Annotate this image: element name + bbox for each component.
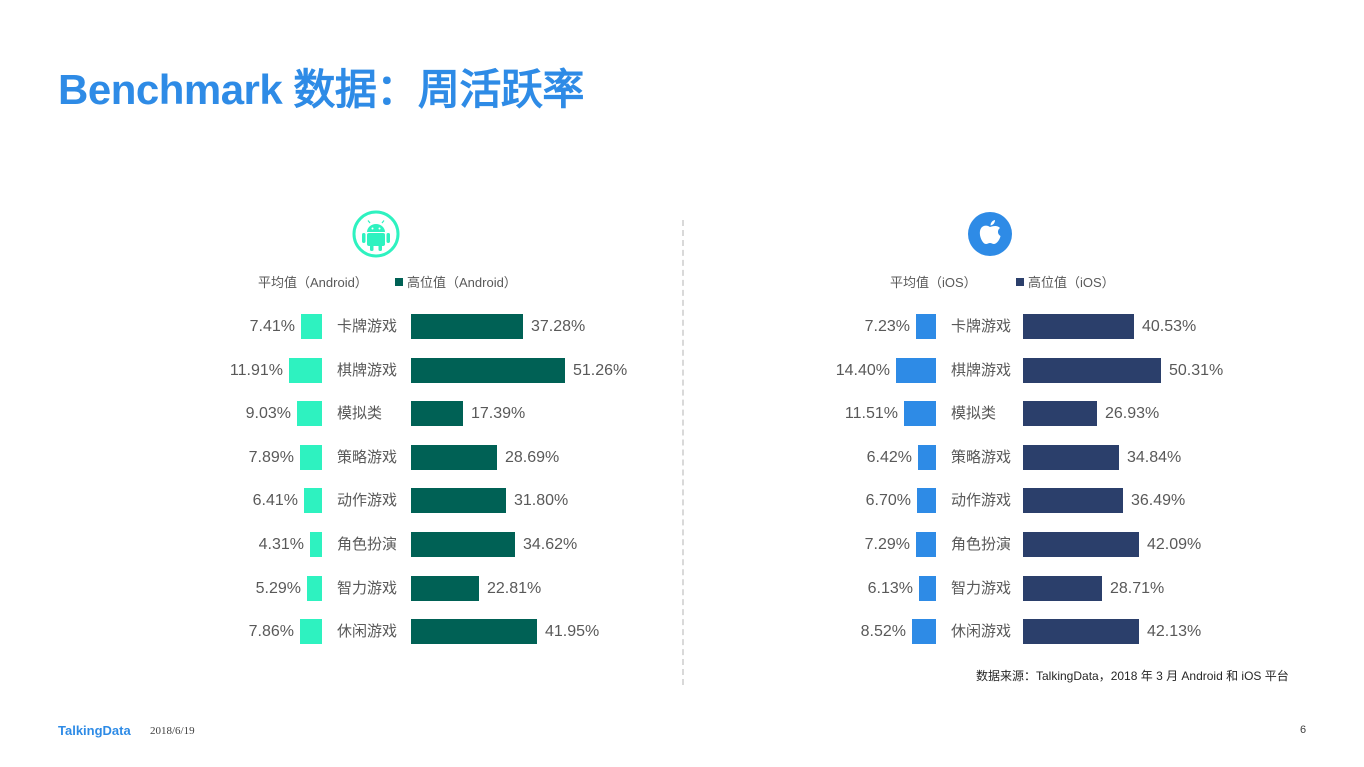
- ios-category-label: 智力游戏: [951, 580, 1012, 597]
- ios-avg-value-label: 6.70%: [865, 492, 911, 509]
- android-avg-bar: [300, 445, 322, 470]
- android-category-label: 棋牌游戏: [337, 362, 398, 379]
- android-high-value-label: 31.80%: [514, 492, 569, 509]
- legend-item-ios-high: 高位值（iOS）: [1016, 272, 1115, 291]
- ios-high-value-label: 42.09%: [1147, 536, 1202, 553]
- ios-avg-value-label: 14.40%: [835, 362, 890, 379]
- android-high-bar: [411, 445, 497, 470]
- android-avg-bar: [289, 358, 322, 383]
- android-avg-value-label: 9.03%: [245, 405, 291, 422]
- ios-high-value-label: 34.84%: [1127, 449, 1182, 466]
- android-high-bar: [411, 619, 537, 644]
- ios-avg-bar: [917, 488, 936, 513]
- source-note: 数据来源：TalkingData，2018 年 3 月 Android 和 iO…: [976, 669, 1289, 683]
- ios-high-value-label: 26.93%: [1105, 405, 1160, 422]
- android-high-value-label: 41.95%: [545, 623, 600, 640]
- page-title: Benchmark 数据：周活跃率: [58, 66, 584, 113]
- android-high-bar: [411, 401, 463, 426]
- ios-high-bar: [1023, 619, 1139, 644]
- android-avg-bar: [310, 532, 322, 557]
- legend-item-ios-avg: 平均值（iOS）: [890, 272, 977, 291]
- panel-divider: [682, 220, 684, 685]
- ios-high-bar: [1023, 401, 1097, 426]
- ios-avg-bar: [916, 532, 936, 557]
- ios-category-label: 卡牌游戏: [951, 318, 1012, 335]
- ios-avg-value-label: 8.52%: [860, 623, 906, 640]
- ios-avg-value-label: 7.23%: [864, 318, 910, 335]
- ios-category-label: 模拟类: [951, 405, 997, 422]
- android-icon: [352, 210, 400, 258]
- legend-label: 高位值（Android）: [407, 275, 517, 290]
- ios-avg-value-label: 6.13%: [867, 580, 913, 597]
- android-avg-bar: [307, 576, 322, 601]
- android-avg-bar: [304, 488, 322, 513]
- ios-high-bar: [1023, 488, 1123, 513]
- ios-avg-value-label: 7.29%: [864, 536, 910, 553]
- android-avg-value-label: 4.31%: [258, 536, 304, 553]
- ios-high-value-label: 28.71%: [1110, 580, 1165, 597]
- ios-avg-bar: [904, 401, 936, 426]
- android-avg-value-label: 11.91%: [229, 362, 283, 379]
- android-high-value-label: 51.26%: [573, 362, 628, 379]
- ios-high-value-label: 36.49%: [1131, 492, 1186, 509]
- android-high-value-label: 22.81%: [487, 580, 542, 597]
- ios-category-label: 动作游戏: [951, 492, 1012, 509]
- legend-item-android-avg: 平均值（Android）: [258, 272, 368, 291]
- android-high-bar: [411, 358, 565, 383]
- android-category-label: 卡牌游戏: [337, 318, 398, 335]
- ios-category-label: 角色扮演: [951, 536, 1012, 553]
- ios-avg-bar: [918, 445, 936, 470]
- android-high-bar: [411, 314, 523, 339]
- android-avg-bar: [297, 401, 322, 426]
- android-category-label: 动作游戏: [337, 492, 398, 509]
- android-avg-bar: [300, 619, 322, 644]
- ios-high-bar: [1023, 532, 1139, 557]
- ios-category-label: 策略游戏: [951, 449, 1012, 466]
- android-high-value-label: 37.28%: [531, 318, 586, 335]
- legend-item-android-high: 高位值（Android）: [395, 272, 517, 291]
- legend-label: 平均值（iOS）: [890, 275, 977, 290]
- android-category-label: 策略游戏: [337, 449, 398, 466]
- android-category-label: 角色扮演: [337, 536, 398, 553]
- android-avg-value-label: 5.29%: [255, 580, 301, 597]
- ios-avg-bar: [919, 576, 936, 601]
- android-avg-value-label: 7.86%: [248, 623, 294, 640]
- legend-label: 平均值（Android）: [258, 275, 368, 290]
- android-avg-value-label: 7.41%: [249, 318, 295, 335]
- ios-category-label: 休闲游戏: [951, 623, 1012, 640]
- android-high-bar: [411, 576, 479, 601]
- android-avg-value-label: 6.41%: [252, 492, 298, 509]
- ios-high-bar: [1023, 445, 1119, 470]
- legend-swatch: [395, 278, 403, 286]
- ios-high-bar: [1023, 358, 1161, 383]
- ios-high-bar: [1023, 576, 1102, 601]
- android-high-bar: [411, 532, 515, 557]
- android-category-label: 休闲游戏: [337, 623, 398, 640]
- footer-date: 2018/6/19: [150, 725, 195, 737]
- android-avg-bar: [301, 314, 322, 339]
- ios-avg-bar: [916, 314, 936, 339]
- android-high-value-label: 28.69%: [505, 449, 560, 466]
- talkingdata-logo: TalkingData: [58, 723, 131, 738]
- android-category-label: 智力游戏: [337, 580, 398, 597]
- ios-avg-value-label: 6.42%: [866, 449, 912, 466]
- ios-high-bar: [1023, 314, 1134, 339]
- legend-label: 高位值（iOS）: [1028, 275, 1115, 290]
- page-number: 6: [1300, 724, 1307, 736]
- apple-icon: [968, 212, 1012, 256]
- ios-avg-bar: [896, 358, 936, 383]
- android-high-value-label: 17.39%: [471, 405, 526, 422]
- android-avg-value-label: 7.89%: [248, 449, 294, 466]
- ios-category-label: 棋牌游戏: [951, 362, 1012, 379]
- ios-avg-value-label: 11.51%: [844, 405, 898, 422]
- ios-high-value-label: 50.31%: [1169, 362, 1224, 379]
- ios-high-value-label: 42.13%: [1147, 623, 1202, 640]
- android-high-bar: [411, 488, 506, 513]
- ios-high-value-label: 40.53%: [1142, 318, 1197, 335]
- legend-swatch: [1016, 278, 1024, 286]
- android-high-value-label: 34.62%: [523, 536, 578, 553]
- android-category-label: 模拟类: [337, 405, 383, 422]
- ios-avg-bar: [912, 619, 936, 644]
